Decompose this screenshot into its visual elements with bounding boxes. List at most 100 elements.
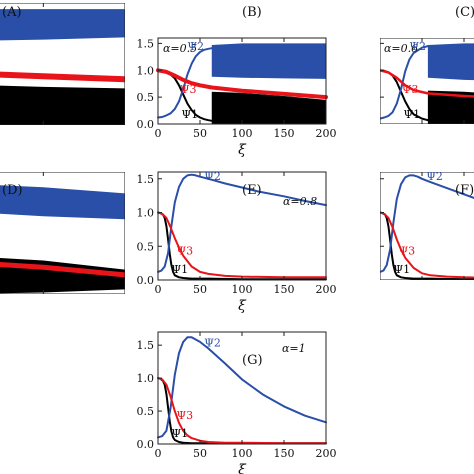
curve-label-Ψ1: Ψ1 (393, 263, 410, 276)
y-tick-label: 1.0 (137, 207, 155, 220)
series-line-Ψ3 (380, 211, 474, 279)
curve-label-Ψ1: Ψ1 (404, 108, 421, 121)
oscillation-band-1 (0, 85, 125, 125)
x-axis-label: ξ (238, 142, 247, 158)
y-tick-label: 1.5 (137, 339, 155, 352)
y-tick-label: 0.0 (359, 118, 377, 131)
y-tick-label: 0.5 (359, 240, 377, 253)
series-line-Ψ3 (157, 211, 327, 279)
y-tick-label: 0.5 (137, 405, 155, 418)
x-tick-label: 150 (33, 128, 54, 141)
x-tick-label: 100 (232, 283, 253, 296)
y-tick-label: 1.0 (359, 207, 377, 220)
x-axis-label: ξ (460, 298, 469, 314)
y-tick-label: 0.5 (137, 91, 155, 104)
panel-e: 0 50 100 150 200 0.0 0.5 1.0 1.5 ξ α=0.8 Ψ1 Ψ2 Ψ3 (137, 170, 337, 314)
series-line-Ψ3 (156, 68, 328, 100)
curve-label-Ψ2: Ψ2 (204, 170, 221, 183)
series-line-Ψ3 (157, 377, 327, 445)
y-tick-label: 0.5 (359, 91, 377, 104)
alpha-annotation: α=0.8 (283, 195, 317, 208)
plot-area (156, 43, 328, 124)
x-tick-label: 0 (155, 447, 162, 460)
y-tick-label: 1.5 (137, 173, 155, 186)
x-tick-label: 200 (316, 447, 337, 460)
curve-label-Ψ1: Ψ1 (171, 263, 188, 276)
x-axis-label: ξ (59, 143, 68, 159)
series-line-Ψ3 (380, 69, 474, 98)
x-tick-label: 200 (115, 128, 136, 141)
panel-a: 100150200ξ (0, 3, 136, 159)
panel-letter: (E) (242, 183, 262, 198)
panel-letter: (G) (242, 353, 263, 368)
series-line-Ψ2 (380, 174, 474, 273)
plot-area (0, 9, 125, 125)
series-line-Ψ2 (157, 173, 327, 273)
oscillation-band-2 (211, 43, 326, 79)
series-line-2 (0, 261, 125, 278)
oscillation-band-3 (427, 90, 474, 124)
x-tick-label: 200 (115, 297, 136, 310)
panel-g: 0 50 100 150 200 0.0 0.5 1.0 1.5 ξ α=1 Ψ1 Ψ2 Ψ3 (137, 331, 337, 474)
x-tick-label: 100 (232, 127, 253, 140)
panel-letter: (F) (455, 183, 474, 198)
plot-area (380, 43, 474, 124)
x-tick-label: 50 (415, 127, 429, 140)
y-tick-label: 1.0 (137, 372, 155, 385)
series-line-Ψ2 (380, 45, 429, 120)
x-axis-label: ξ (59, 312, 68, 328)
y-tick-label: 0.0 (137, 118, 155, 131)
panel-letter: (C) (455, 5, 474, 20)
y-tick-label: 1.0 (137, 64, 155, 77)
alpha-annotation: α=0.6 (384, 42, 418, 55)
x-tick-label: 100 (454, 283, 474, 296)
curve-label-Ψ2: Ψ2 (409, 40, 426, 53)
panel-c: 0 50 100 0.0 0.5 1.0 1.5 α=0.6 Ψ1 Ψ2 Ψ3 (359, 37, 474, 140)
x-tick-label: 0 (377, 127, 384, 140)
curve-label-Ψ2: Ψ2 (426, 170, 443, 183)
x-tick-label: 50 (415, 283, 429, 296)
x-axis-label: ξ (238, 462, 247, 474)
y-tick-label: 1.5 (359, 173, 377, 186)
panel-d: 100150200ξ (0, 172, 136, 328)
y-tick-label: 1.5 (359, 37, 377, 50)
panel-f: 0 50 100 0.0 0.5 1.0 1.5 ξ Ψ1 Ψ2 Ψ3 (359, 170, 474, 314)
plot-area (0, 185, 125, 294)
curve-label-Ψ3: Ψ3 (402, 83, 419, 96)
x-tick-label: 150 (33, 297, 54, 310)
y-tick-label: 0.5 (137, 240, 155, 253)
y-tick-label: 1.5 (137, 37, 155, 50)
panel-b: 0 50 100 150 200 0.0 0.5 1.0 1.5 ξ α=0.5 Ψ1 Ψ2 Ψ3 (137, 37, 337, 158)
x-tick-label: 150 (274, 127, 295, 140)
x-tick-label: 150 (274, 447, 295, 460)
x-tick-label: 100 (232, 447, 253, 460)
curve-label-Ψ2: Ψ2 (204, 336, 221, 349)
curve-label-Ψ1: Ψ1 (182, 108, 199, 121)
panel-letter: (B) (242, 5, 262, 20)
curve-label-Ψ3: Ψ3 (176, 244, 193, 257)
curve-label-Ψ3: Ψ3 (180, 83, 197, 96)
alpha-annotation: α=1 (282, 342, 306, 355)
x-tick-label: 50 (193, 447, 207, 460)
y-tick-label: 0.0 (137, 274, 155, 287)
x-tick-label: 150 (274, 283, 295, 296)
oscillation-band-3 (211, 91, 326, 124)
x-tick-label: 0 (155, 283, 162, 296)
curve-label-Ψ3: Ψ3 (398, 244, 415, 257)
series-line-2 (0, 71, 125, 83)
x-tick-label: 200 (316, 283, 337, 296)
y-tick-label: 0.0 (359, 274, 377, 287)
curve-label-Ψ1: Ψ1 (171, 427, 188, 440)
x-tick-label: 50 (193, 127, 207, 140)
alpha-annotation: α=0.5 (163, 42, 197, 55)
x-tick-label: 200 (316, 127, 337, 140)
x-axis-label: ξ (238, 298, 247, 314)
curve-label-Ψ2: Ψ2 (187, 40, 204, 53)
oscillation-band-2 (427, 43, 474, 81)
x-tick-label: 0 (155, 127, 162, 140)
oscillation-band-0 (0, 9, 125, 41)
y-tick-label: 0.0 (137, 438, 155, 451)
panel-letter: (D) (2, 183, 23, 198)
curve-label-Ψ3: Ψ3 (176, 409, 193, 422)
